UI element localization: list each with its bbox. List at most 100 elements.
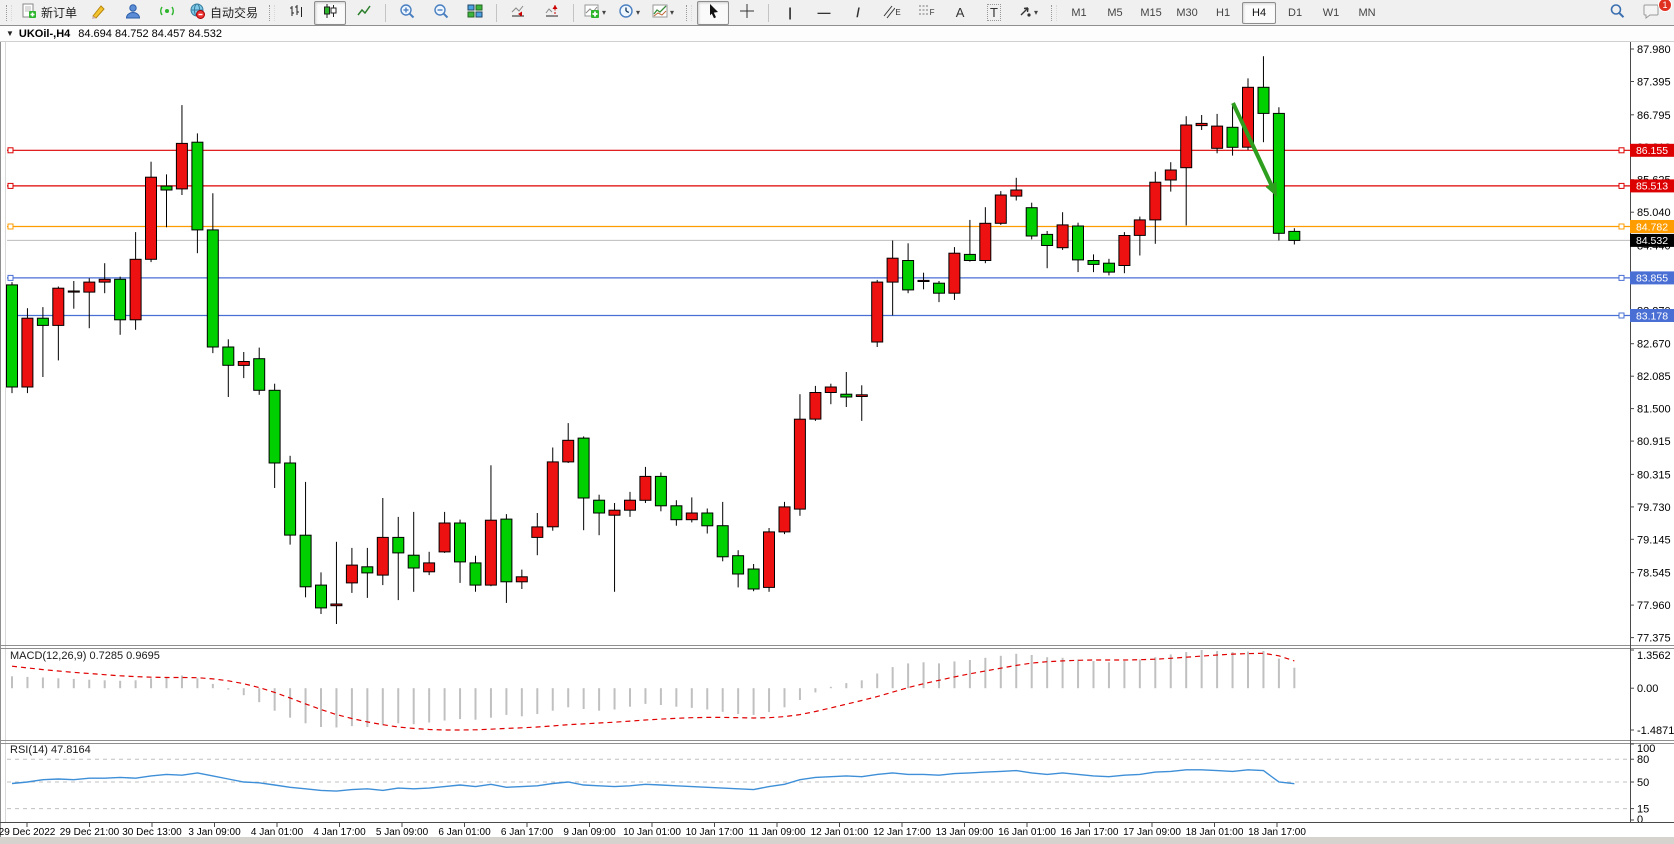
zoom-out-icon [433,3,450,22]
timeframe-h1-button[interactable]: H1 [1216,6,1231,19]
candle-17 [268,389,281,464]
auto-scroll-button[interactable] [502,1,534,25]
candle-19 [299,534,312,588]
dropdown-caret-icon: ▾ [602,8,607,17]
search-button[interactable] [1601,1,1633,25]
crayon-tool-button[interactable] [83,1,115,25]
time-tick-label: 6 Jan 17:00 [501,827,554,838]
channel-tool-button[interactable]: E [876,1,908,25]
horizontal-line-tool-button[interactable]: — [808,1,840,25]
hline-handle [1618,312,1625,319]
candle-66 [1025,207,1038,237]
candle-60 [933,282,945,294]
signal-button[interactable] [151,1,183,25]
line-chart-icon [356,3,372,22]
bar-chart-type-button[interactable] [280,1,312,25]
clock-icon [618,3,634,22]
zoom-in-button[interactable] [391,1,423,25]
time-axis[interactable]: 29 Dec 2022 29 Dec 21:00 30 Dec 13:00 3 Jan… [0,822,1674,838]
candle-29 [454,522,466,563]
horizontal-line-objects[interactable] [7,147,1630,319]
trendline-tool-button[interactable]: / [842,1,874,25]
timeframe-m5-button[interactable]: M5 [1107,6,1123,19]
time-tick-label: 3 Jan 09:00 [188,827,241,838]
down-arrow-object[interactable] [1231,102,1277,197]
zoom-out-button[interactable] [425,1,457,25]
timeframe-m1-button[interactable]: M1 [1071,6,1087,19]
candle-46 [716,525,729,558]
cursor-icon [706,3,720,22]
indicators-button[interactable]: ▾ [579,1,611,25]
signal-icon [158,3,176,22]
timeframe-d1-button[interactable]: D1 [1288,6,1303,19]
price-badge: 84.782 [1636,221,1668,233]
candle-55 [855,394,868,397]
text-tool-button[interactable]: A [944,1,976,25]
price-badge: 84.532 [1636,235,1668,247]
candle-25 [392,536,405,554]
candle-41 [639,475,652,501]
indicators-icon [584,3,600,22]
price-badges: 86.155 85.513 84.782 83.855 83.178 84.532 [1630,143,1674,322]
candle-63 [979,222,992,262]
candlestick-chart-type-button[interactable] [314,0,347,25]
candle-56 [871,281,884,343]
timeframe-mn-button[interactable]: MN [1358,6,1376,19]
timeframe-w1-button[interactable]: W1 [1322,6,1340,19]
label-tool-button[interactable]: T [978,1,1010,25]
notifications-button[interactable]: 1 [1635,0,1672,25]
chart-window-titlebar[interactable]: ▼ UKOil-,H4 84.694 84.752 84.457 84.532 [0,26,1674,42]
line-chart-type-button[interactable] [348,1,380,25]
new-order-button[interactable]: 新订单 [17,1,81,25]
candle-76 [1180,124,1193,169]
templates-button[interactable]: ▾ [647,1,679,25]
fibonacci-tool-button[interactable]: F [910,1,942,25]
timeframe-m15-button[interactable]: M15 [1140,6,1162,19]
chart-shift-button[interactable] [536,1,568,25]
window-menu-icon[interactable]: ▼ [6,29,14,38]
candle-81 [1257,86,1270,114]
crosshair-tool-button[interactable] [731,1,763,25]
hline-handle [7,274,14,281]
candle-82 [1272,112,1285,234]
candle-4 [67,290,80,293]
candle-7 [114,278,127,321]
trendline-icon: / [856,5,860,20]
candle-36 [562,439,575,463]
periods-button[interactable]: ▾ [613,1,645,25]
profile-button[interactable] [117,1,149,25]
arrows-tool-button[interactable]: ▾ [1012,1,1044,25]
toolbar-separator [573,3,575,22]
price-tick-label: 77.375 [1637,633,1671,645]
cursor-tool-button[interactable] [697,0,730,25]
price-tick-label: 79.730 [1637,502,1671,514]
hline-handle [7,223,14,230]
candle-20 [315,584,327,609]
chart-canvas[interactable]: 87.98087.39586.79586.21085.62585.04084.4… [0,42,1674,844]
candle-30 [469,562,482,586]
candle-21 [330,603,343,607]
notification-count-badge: 1 [1658,0,1672,12]
new-order-icon [21,3,37,22]
auto-trading-button[interactable]: 自动交易 [185,1,262,25]
channel-icon [883,3,896,22]
toolbar-separator [385,3,387,22]
price-tick-label: 79.145 [1637,534,1671,546]
channel-letter: E [895,8,901,17]
time-tick-label: 12 Jan 01:00 [811,827,869,838]
vertical-line-tool-button[interactable]: | [774,1,806,25]
timeframe-m30-button[interactable]: M30 [1176,6,1198,19]
time-tick-label: 10 Jan 01:00 [623,827,681,838]
macd-axis-label: 0.00 [1637,683,1658,695]
auto-scroll-icon [510,3,526,22]
tile-windows-button[interactable] [459,1,491,25]
candle-49 [763,531,775,588]
vertical-line-icon: | [788,5,792,20]
time-tick-label: 12 Jan 17:00 [873,827,931,838]
hline-handle [1618,223,1625,230]
time-tick-label: 13 Jan 09:00 [936,827,994,838]
timeframe-h4-button[interactable]: H4 [1242,1,1277,24]
auto-trading-label: 自动交易 [210,6,259,20]
horizontal-scrollbar[interactable] [0,837,1674,844]
candle-44 [685,512,698,521]
